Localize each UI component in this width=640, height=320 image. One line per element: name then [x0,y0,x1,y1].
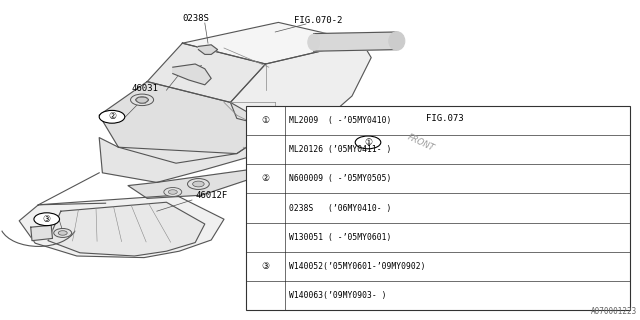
Polygon shape [182,22,362,64]
Ellipse shape [308,34,319,50]
Circle shape [131,94,154,106]
Text: 0238S: 0238S [182,14,209,23]
Text: A070001223: A070001223 [591,307,637,316]
Text: FIG.070-2: FIG.070-2 [294,16,343,25]
Polygon shape [19,195,224,258]
Circle shape [99,110,125,123]
Circle shape [164,188,182,196]
Text: N600009 ( -’05MY0505): N600009 ( -’05MY0505) [289,174,391,183]
Text: 46031: 46031 [131,84,158,93]
Circle shape [54,228,72,237]
Polygon shape [128,157,275,198]
Polygon shape [198,45,218,54]
Text: W130051 ( -’05MY0601): W130051 ( -’05MY0601) [289,233,391,242]
Text: W140052(’05MY0601-’09MY0902): W140052(’05MY0601-’09MY0902) [289,262,425,271]
Circle shape [58,231,67,235]
Text: 0238S   (’06MY0410- ): 0238S (’06MY0410- ) [289,204,391,212]
Ellipse shape [389,32,405,50]
Circle shape [136,97,148,103]
Polygon shape [99,128,275,182]
Text: ①: ① [364,138,372,147]
Polygon shape [314,32,397,51]
Text: ②: ② [108,112,116,121]
Polygon shape [230,42,371,128]
Circle shape [355,136,381,149]
Text: 46012F: 46012F [195,191,227,200]
Circle shape [290,139,305,146]
Text: FIG.073: FIG.073 [426,114,463,123]
Polygon shape [147,43,266,102]
Circle shape [188,179,209,189]
Polygon shape [48,202,205,256]
Text: ①: ① [262,116,269,125]
Text: ③: ③ [262,262,269,271]
Bar [246,106,630,310]
Text: ②: ② [262,174,269,183]
Circle shape [193,181,204,187]
Polygon shape [99,82,275,163]
Text: ML20126 (’05MY0411- ): ML20126 (’05MY0411- ) [289,145,391,154]
Text: FRONT: FRONT [406,132,436,153]
Circle shape [168,190,177,194]
Polygon shape [173,64,211,85]
Text: ③: ③ [43,215,51,224]
Circle shape [34,213,60,226]
Text: W140063(’09MY0903- ): W140063(’09MY0903- ) [289,291,386,300]
Text: ML2009  ( -’05MY0410): ML2009 ( -’05MY0410) [289,116,391,125]
Polygon shape [31,225,52,241]
